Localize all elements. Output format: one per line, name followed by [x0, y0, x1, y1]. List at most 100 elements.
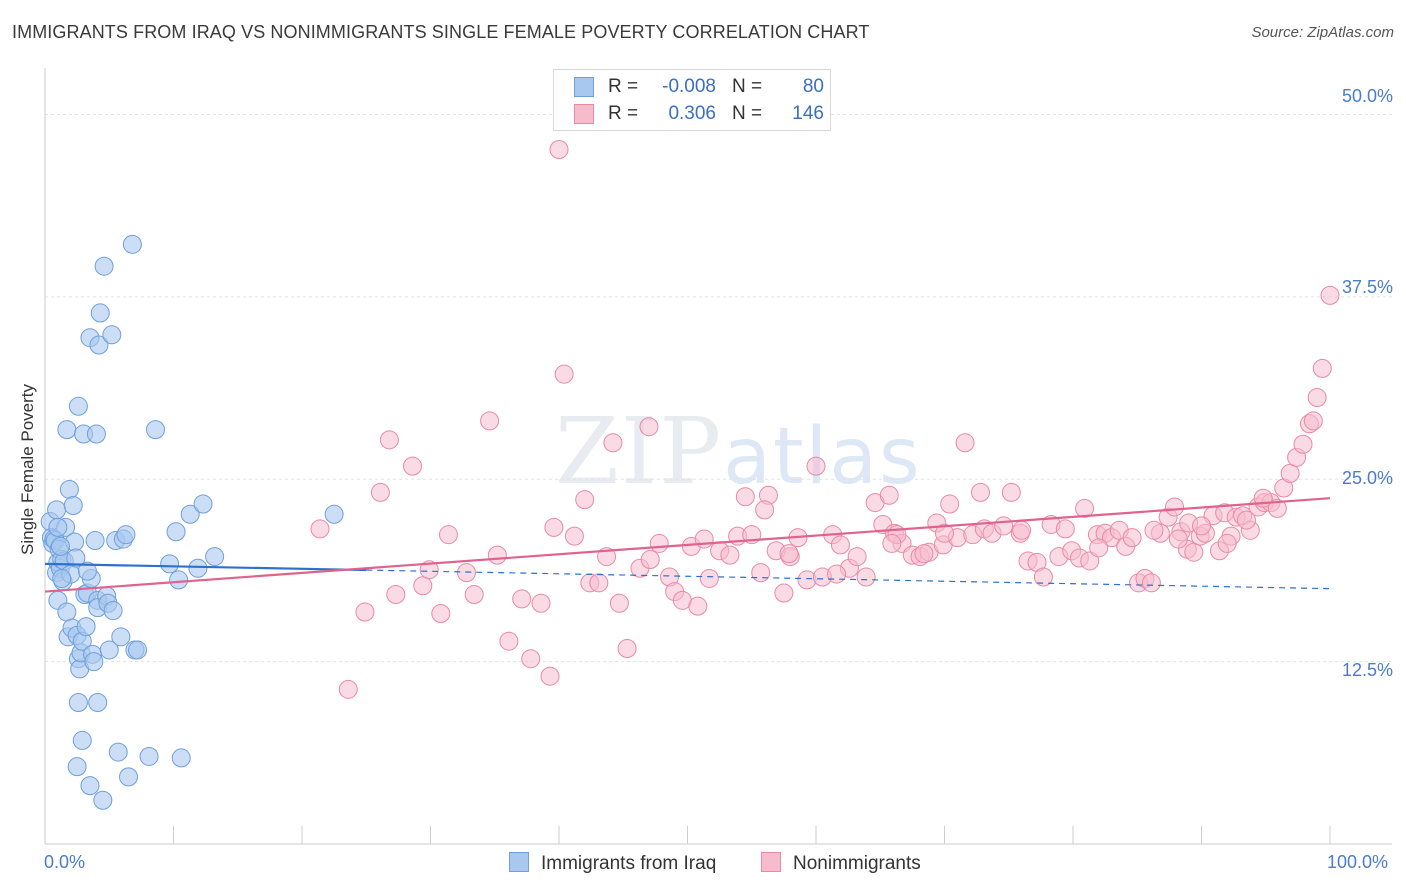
- nonimmigrants-point: [487, 545, 507, 565]
- nonimmigrants-point: [379, 430, 399, 450]
- nonimmigrants-point: [554, 364, 574, 384]
- y-tick-label: 50.0%: [1341, 86, 1393, 106]
- iraq-point: [93, 790, 113, 810]
- iraq-point: [76, 617, 96, 637]
- iraq-trend-dashed: [366, 569, 1331, 590]
- iraq-point: [103, 601, 123, 621]
- iraq-point: [85, 531, 105, 551]
- series-legend-iraq-label: Immigrants from Iraq: [541, 853, 717, 874]
- iraq-point: [99, 640, 119, 660]
- nonimmigrants-point: [1217, 533, 1237, 553]
- nonimmigrants-point: [370, 482, 390, 502]
- iraq-point: [102, 325, 122, 345]
- iraq-point: [57, 420, 77, 440]
- nonimmigrants-point: [1303, 411, 1323, 431]
- nonimmigrants-point: [1320, 285, 1340, 305]
- watermark-zip: ZIP: [555, 398, 724, 505]
- legend-n-label: N =: [732, 76, 763, 97]
- iraq-point: [68, 396, 88, 416]
- nonimmigrants-point: [521, 649, 541, 669]
- nonimmigrants-point: [1307, 388, 1327, 408]
- source-label: Source: ZipAtlas.com: [1251, 24, 1394, 41]
- nonimmigrants-point: [310, 519, 330, 539]
- watermark: ZIPatlas: [555, 398, 922, 505]
- nonimmigrants-point: [1033, 567, 1053, 587]
- nonimmigrants-point: [531, 593, 551, 613]
- iraq-point: [84, 652, 104, 672]
- y-axis-label-wrap: Single Female Poverty: [18, 384, 38, 755]
- nonimmigrants-point: [1312, 358, 1332, 378]
- y-axis-label: Single Female Poverty: [18, 383, 37, 555]
- nonimmigrants-point: [935, 523, 954, 543]
- nonimmigrants-point: [1267, 498, 1287, 518]
- nonimmigrants-point: [1001, 482, 1021, 502]
- nonimmigrants-point: [1144, 520, 1164, 540]
- nonimmigrants-point: [338, 679, 358, 699]
- iraq-point: [68, 692, 88, 712]
- iraq-point: [63, 496, 83, 516]
- iraq-point: [180, 504, 200, 524]
- nonimmigrants-point: [609, 593, 629, 613]
- series-legend-nonimmigrants-label: Nonimmigrants: [793, 853, 921, 874]
- correlation-legend: R = -0.008 N = 80 R = 0.306 N = 146: [553, 69, 831, 131]
- nonimmigrants-point: [856, 567, 876, 587]
- legend-n-value: 146: [792, 103, 824, 124]
- nonimmigrants-point: [806, 456, 826, 476]
- iraq-point: [122, 234, 142, 254]
- iraq-point: [128, 640, 148, 660]
- nonimmigrants-point: [1122, 528, 1142, 548]
- nonimmigrants-point: [431, 603, 451, 623]
- nonimmigrants-point: [847, 547, 867, 567]
- nonimmigrants-point: [464, 585, 484, 605]
- nonimmigrants-point: [544, 517, 564, 537]
- nonimmigrants-point: [827, 564, 847, 584]
- nonimmigrants-point: [1055, 519, 1075, 539]
- nonimmigrants-point: [751, 563, 771, 583]
- legend-r-value: 0.306: [668, 103, 716, 124]
- iraq-points: [40, 234, 344, 810]
- nonimmigrants-point: [575, 490, 595, 510]
- iraq-point: [66, 548, 86, 568]
- y-tick-label: 25.0%: [1341, 468, 1393, 488]
- nonimmigrants-point: [617, 638, 637, 658]
- nonimmigrants-point: [940, 494, 960, 514]
- series-legend-iraq: Immigrants from Iraq: [509, 852, 716, 875]
- iraq-point: [89, 335, 109, 355]
- nonimmigrants-point: [1165, 497, 1185, 517]
- iraq-point: [48, 517, 68, 537]
- nonimmigrants-point: [1236, 510, 1256, 530]
- nonimmigrants-point: [386, 585, 406, 605]
- legend-r-label: R =: [608, 76, 639, 97]
- series-swatch-blue: [509, 852, 529, 872]
- nonimmigrants-point: [1293, 434, 1313, 454]
- iraq-point: [67, 757, 87, 777]
- iraq-point: [111, 627, 131, 647]
- nonimmigrants-point: [830, 535, 850, 555]
- iraq-point: [59, 479, 79, 499]
- nonimmigrants-point: [914, 544, 934, 564]
- nonimmigrants-point: [1280, 463, 1300, 483]
- legend-r-label: R =: [608, 103, 639, 124]
- chart-title: IMMIGRANTS FROM IRAQ VS NONIMMIGRANTS SI…: [12, 22, 870, 42]
- nonimmigrants-point: [603, 433, 623, 453]
- nonimmigrants-point: [779, 544, 799, 564]
- iraq-point: [57, 602, 77, 622]
- y-tick-label: 12.5%: [1341, 660, 1393, 680]
- nonimmigrants-point: [564, 526, 584, 546]
- legend-n-value: 80: [802, 76, 824, 97]
- y-tick-label: 37.5%: [1341, 277, 1393, 297]
- nonimmigrants-point: [955, 433, 975, 453]
- iraq-point: [324, 504, 344, 524]
- iraq-point: [205, 547, 225, 567]
- nonimmigrants-point: [1089, 538, 1109, 558]
- nonimmigrants-point: [1080, 551, 1100, 571]
- nonimmigrants-point: [403, 456, 423, 476]
- iraq-point: [160, 554, 180, 574]
- legend-r-value: -0.008: [662, 76, 716, 97]
- x-tick-label-max: 100.0%: [1327, 852, 1389, 872]
- nonimmigrants-point: [649, 533, 669, 553]
- iraq-point: [72, 730, 92, 750]
- iraq-point: [86, 424, 106, 444]
- nonimmigrants-point: [540, 666, 560, 686]
